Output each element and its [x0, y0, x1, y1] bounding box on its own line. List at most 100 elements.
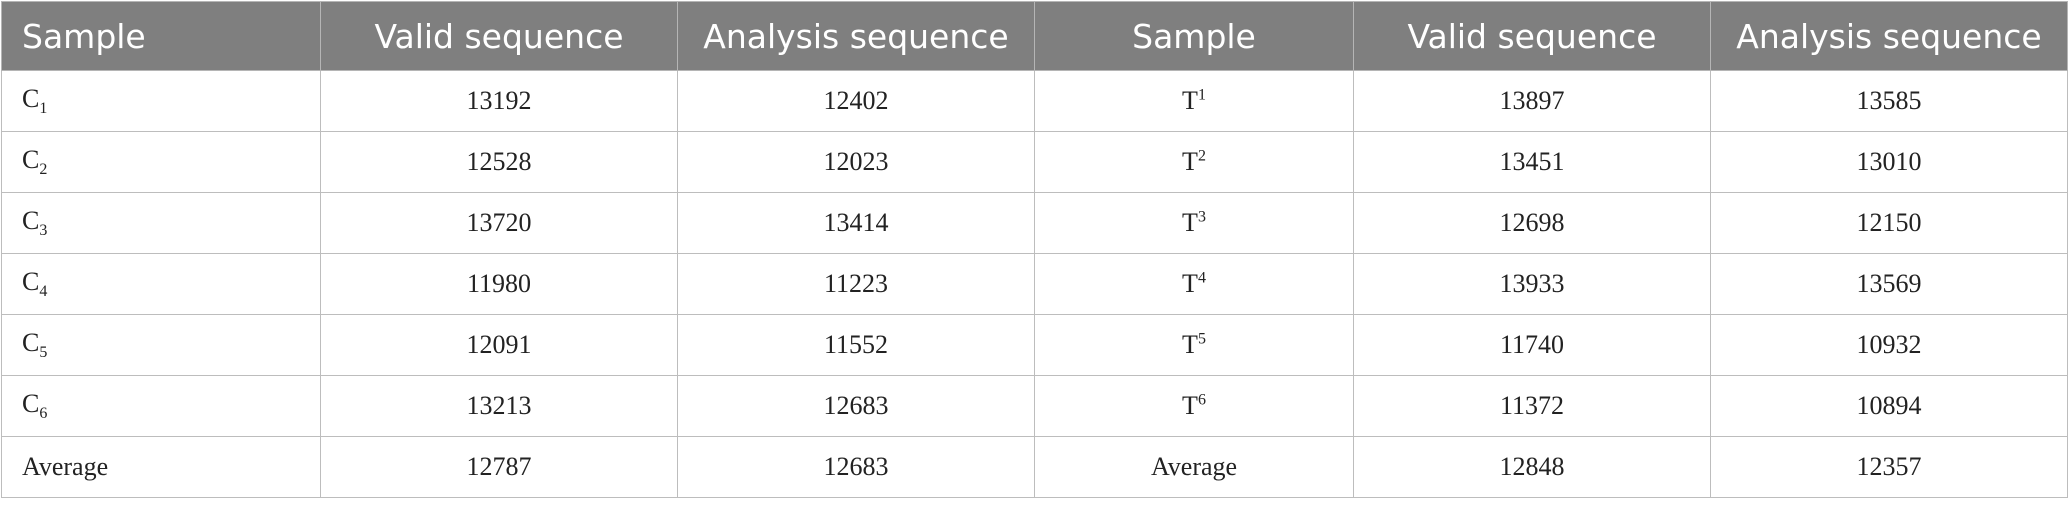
table-row: Average 12787 12683 Average 12848 12357 [1, 436, 2068, 498]
sample-cell: C2 [1, 131, 321, 193]
value-cell: 12023 [677, 131, 1035, 193]
sample-cell: C3 [1, 192, 321, 254]
value-cell: 12683 [677, 436, 1035, 498]
cell-text: 13192 [466, 86, 532, 115]
cell-text: Average [1150, 452, 1238, 481]
cell-text: 12683 [823, 391, 889, 420]
value-cell: 12698 [1353, 192, 1711, 254]
cell-text: 10932 [1856, 330, 1922, 359]
superscript: 2 [1197, 147, 1206, 165]
subscript: 4 [39, 283, 48, 301]
sample-cell: C1 [1, 70, 321, 132]
sample-cell: C4 [1, 253, 321, 315]
cell-text: 12150 [1856, 208, 1922, 237]
value-cell: 12357 [1710, 436, 2068, 498]
superscript: 6 [1197, 391, 1206, 409]
table-row: C3 13720 13414 T3 12698 12150 [1, 192, 2068, 254]
cell-text: 13451 [1499, 147, 1565, 176]
value-cell: 12683 [677, 375, 1035, 437]
sample-cell: T2 [1034, 131, 1354, 193]
cell-text: 12091 [466, 330, 532, 359]
value-cell: 13720 [320, 192, 678, 254]
value-cell: 12787 [320, 436, 678, 498]
sample-name: T [1182, 208, 1198, 237]
value-cell: 12528 [320, 131, 678, 193]
sample-name: C [22, 266, 40, 296]
superscript: 3 [1197, 208, 1206, 226]
table-body: C1 13192 12402 T1 13897 13585 C2 12528 12023 T2 13… [1, 70, 2068, 498]
table-row: C4 11980 11223 T4 13933 13569 [1, 253, 2068, 315]
cell-text: 11740 [1499, 330, 1565, 359]
sample-name: T [1182, 269, 1198, 298]
value-cell: 13897 [1353, 70, 1711, 132]
cell-text: 13897 [1499, 86, 1565, 115]
subscript: 2 [39, 161, 48, 179]
value-cell: 12091 [320, 314, 678, 376]
subscript: 5 [39, 344, 48, 362]
table-row: C2 12528 12023 T2 13451 13010 [1, 131, 2068, 193]
superscript: 1 [1197, 86, 1206, 104]
value-cell: 13213 [320, 375, 678, 437]
table-header: Sample Valid sequence Analysis sequence Sam… [1, 1, 2068, 71]
cell-text: 13213 [466, 391, 532, 420]
cell-text: 13720 [466, 208, 532, 237]
sample-cell: T1 [1034, 70, 1354, 132]
header-cell: Valid sequence [1353, 1, 1711, 71]
header-cell: Analysis sequence [1710, 1, 2068, 71]
cell-text: 12787 [466, 452, 532, 481]
header-row: Sample Valid sequence Analysis sequence Sam… [1, 1, 2068, 71]
sample-cell: Average [1, 436, 321, 498]
value-cell: 12150 [1710, 192, 2068, 254]
table-row: C5 12091 11552 T5 11740 10932 [1, 314, 2068, 376]
superscript: 4 [1197, 269, 1206, 287]
cell-text: 13585 [1856, 86, 1922, 115]
sample-cell: Average [1034, 436, 1354, 498]
value-cell: 13585 [1710, 70, 2068, 132]
subscript: 6 [39, 405, 48, 423]
sample-name: T [1182, 330, 1198, 359]
cell-text: 12528 [466, 147, 532, 176]
value-cell: 13569 [1710, 253, 2068, 315]
sample-cell: C6 [1, 375, 321, 437]
subscript: 3 [39, 222, 48, 240]
value-cell: 13414 [677, 192, 1035, 254]
header-cell: Sample [1, 1, 321, 71]
superscript: 5 [1197, 330, 1206, 348]
value-cell: 13192 [320, 70, 678, 132]
sample-cell: T6 [1034, 375, 1354, 437]
value-cell: 11980 [320, 253, 678, 315]
cell-text: 12698 [1499, 208, 1565, 237]
value-cell: 11223 [677, 253, 1035, 315]
data-table: Sample Valid sequence Analysis sequence Sam… [1, 1, 2068, 498]
cell-text: 12848 [1499, 452, 1565, 481]
value-cell: 10894 [1710, 375, 2068, 437]
subscript: 1 [39, 100, 48, 118]
sample-cell: T3 [1034, 192, 1354, 254]
value-cell: 12848 [1353, 436, 1711, 498]
cell-text: 11552 [823, 330, 889, 359]
cell-text: 11223 [823, 269, 889, 298]
sample-name: C [22, 83, 40, 113]
value-cell: 12402 [677, 70, 1035, 132]
sample-name: C [22, 388, 40, 418]
sample-name: T [1182, 391, 1198, 420]
header-cell: Valid sequence [320, 1, 678, 71]
cell-text: 12023 [823, 147, 889, 176]
value-cell: 13933 [1353, 253, 1711, 315]
sample-name: C [22, 327, 40, 357]
value-cell: 13010 [1710, 131, 2068, 193]
sample-name: C [22, 144, 40, 174]
sample-cell: T5 [1034, 314, 1354, 376]
cell-text: Average [22, 452, 109, 481]
sample-cell: T4 [1034, 253, 1354, 315]
sample-name: T [1182, 86, 1198, 115]
cell-text: 13569 [1856, 269, 1922, 298]
cell-text: 11980 [466, 269, 532, 298]
cell-text: 13933 [1499, 269, 1565, 298]
cell-text: 13414 [823, 208, 889, 237]
cell-text: 12683 [823, 452, 889, 481]
sample-name: T [1182, 147, 1198, 176]
value-cell: 11740 [1353, 314, 1711, 376]
cell-text: 10894 [1856, 391, 1922, 420]
